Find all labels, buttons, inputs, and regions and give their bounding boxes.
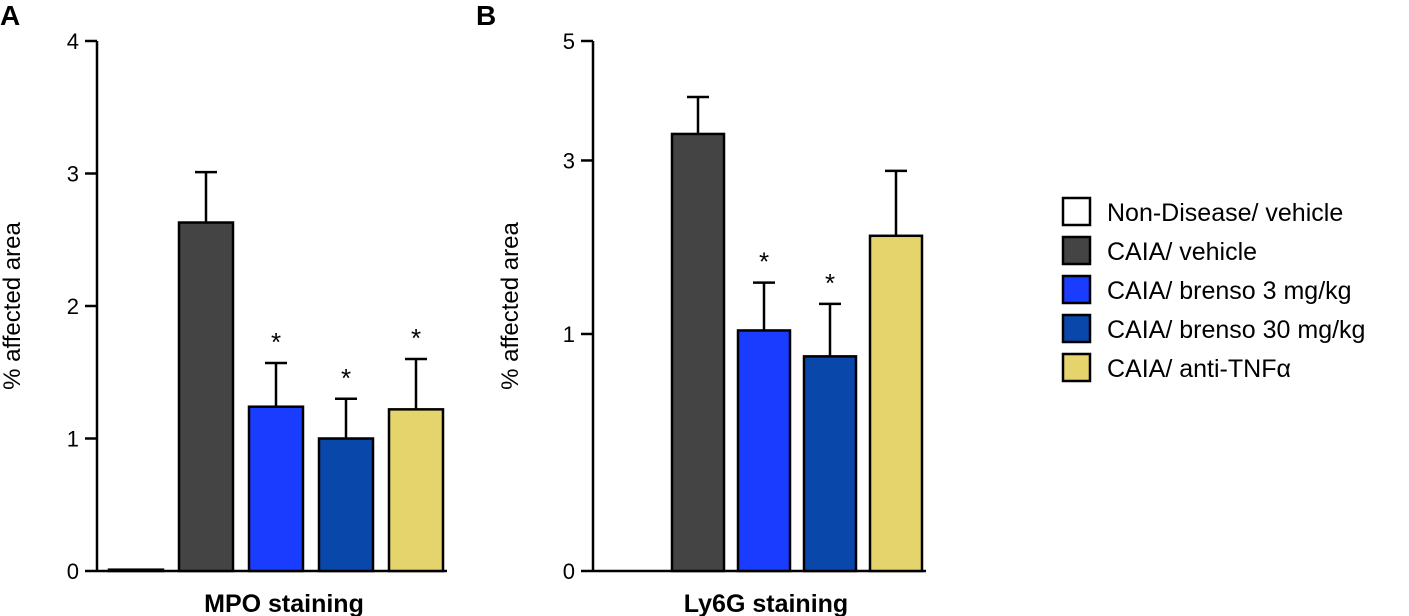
y-tick-label: 5 [563, 29, 575, 54]
y-tick-label: 3 [563, 148, 575, 173]
y-tick-label: 1 [67, 427, 79, 452]
y-axis-label: % affected area [497, 222, 524, 390]
panel-label-b: B [476, 0, 496, 31]
panel-a: A 0 1 2 3 4 % affected area MPO staining * * * [0, 0, 447, 616]
significance-marker: * [411, 323, 421, 353]
y-tick-label: 3 [67, 162, 79, 187]
legend-swatch [1061, 274, 1092, 305]
legend-swatch [1061, 313, 1092, 344]
significance-marker: * [759, 247, 769, 277]
legend: Non-Disease/ vehicle CAIA/ vehicle CAIA/ b… [1061, 196, 1365, 383]
bar [670, 132, 726, 573]
significance-marker: * [341, 363, 351, 393]
legend-label: CAIA/ anti-TNFα [1107, 355, 1291, 383]
panel-label-a: A [0, 0, 20, 31]
bar [107, 568, 165, 573]
legend-label: CAIA/ vehicle [1107, 238, 1257, 266]
significance-marker: * [825, 268, 835, 298]
significance-marker: * [271, 327, 281, 357]
legend-swatch [1061, 196, 1092, 227]
y-tick-label: 2 [67, 294, 79, 319]
y-axis-label: % affected area [0, 222, 26, 390]
y-tick-label: 1 [563, 322, 575, 347]
legend-swatch [1061, 235, 1092, 266]
bar [868, 234, 924, 573]
bar [177, 221, 235, 573]
bar [317, 437, 375, 573]
legend-label: CAIA/ brenso 30 mg/kg [1107, 316, 1365, 344]
legend-swatch [1061, 352, 1092, 383]
bar [736, 329, 792, 573]
legend-label: Non-Disease/ vehicle [1107, 199, 1343, 227]
legend-label: CAIA/ brenso 3 mg/kg [1107, 277, 1352, 305]
x-axis-title: Ly6G staining [684, 590, 848, 616]
y-tick-label: 0 [563, 559, 575, 584]
y-tick-label: 0 [67, 559, 79, 584]
panel-b: B 0 1 3 5 % affected area Ly6G staining * * [476, 0, 926, 616]
bar [247, 405, 305, 573]
x-axis-title: MPO staining [204, 590, 364, 616]
bar [387, 408, 445, 573]
y-tick-label: 4 [67, 29, 79, 54]
bar [802, 355, 858, 573]
